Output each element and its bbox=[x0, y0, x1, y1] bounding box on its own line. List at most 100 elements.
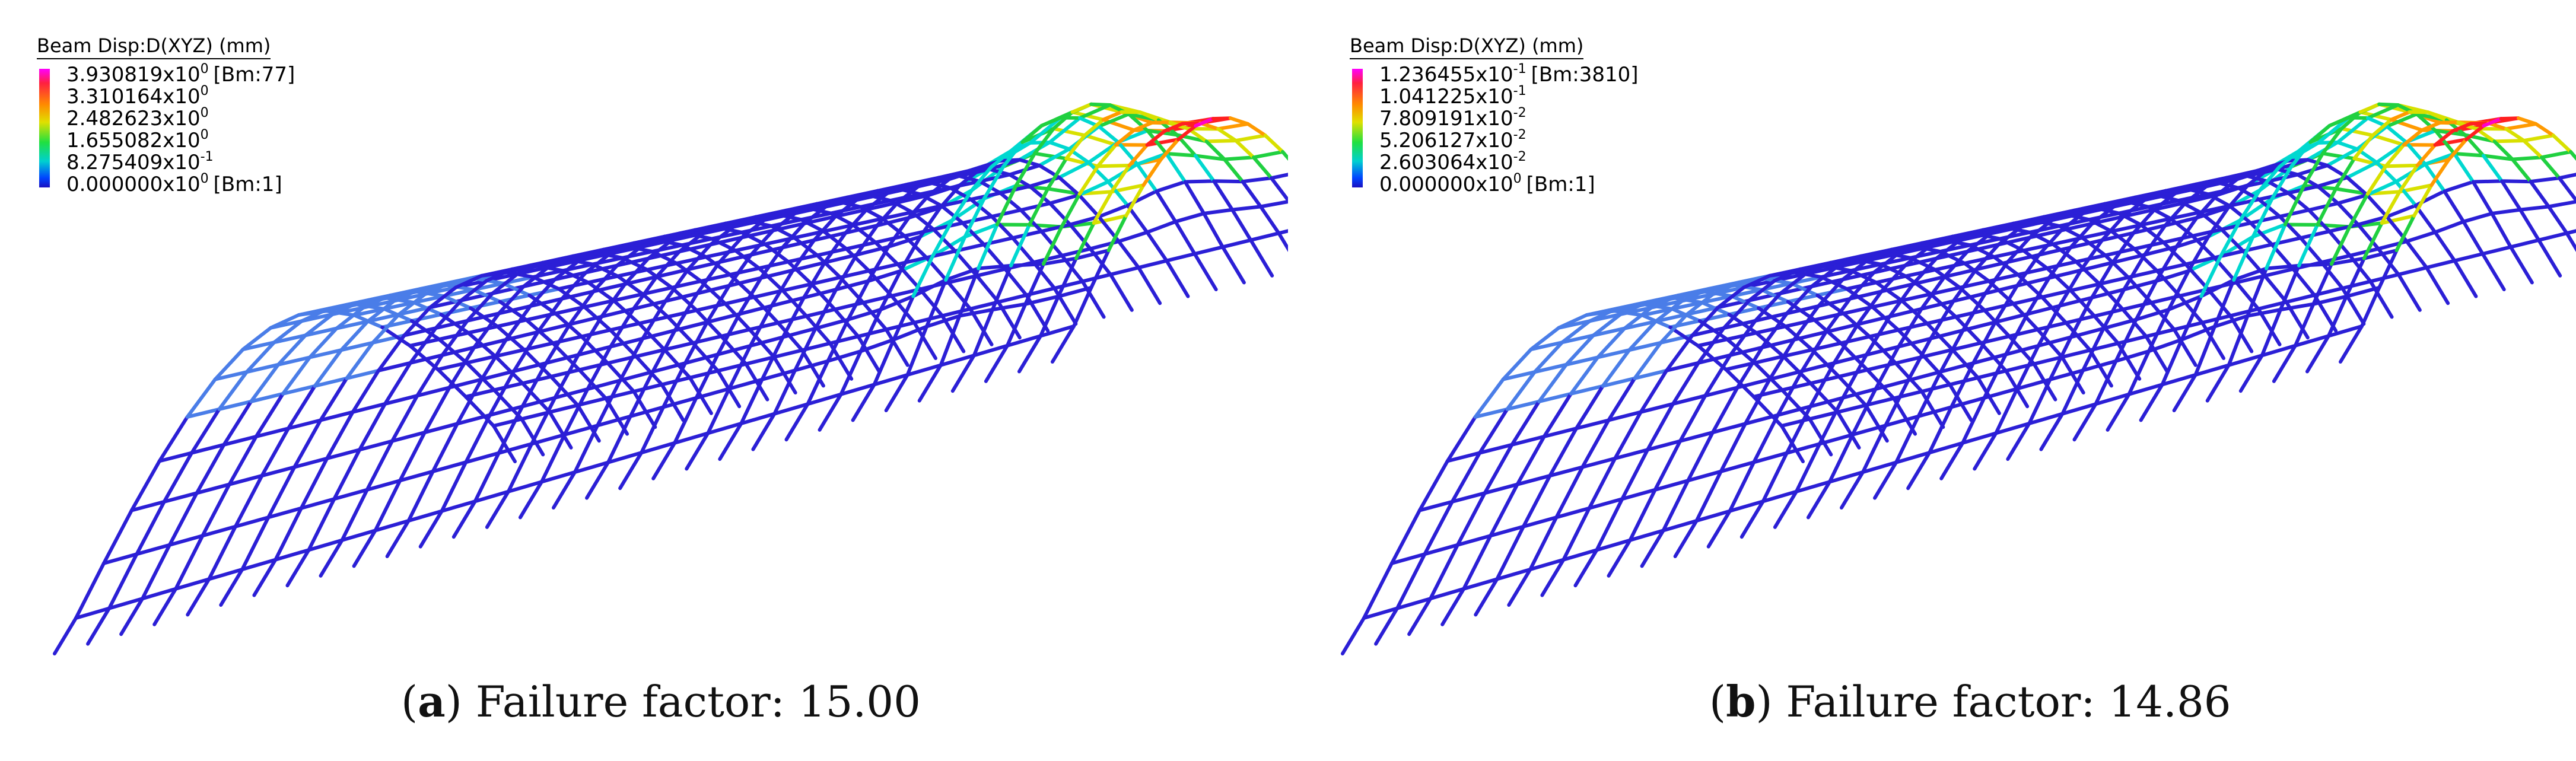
beam-member bbox=[201, 524, 237, 538]
beam-member bbox=[1922, 354, 1952, 387]
beam-member bbox=[2177, 294, 2204, 324]
beam-member bbox=[1074, 249, 1111, 260]
beam-member bbox=[1478, 407, 1509, 455]
beam-member bbox=[2064, 321, 2092, 352]
beam-member bbox=[1733, 283, 1764, 292]
beam-member bbox=[1983, 260, 2009, 295]
beam-member bbox=[1865, 361, 1898, 372]
beam-member bbox=[2193, 363, 2231, 377]
beam-member bbox=[972, 308, 994, 358]
beam-member bbox=[1865, 368, 1896, 400]
beam-member bbox=[2161, 234, 2195, 244]
beam-member bbox=[1888, 307, 1923, 319]
beam-member bbox=[2047, 246, 2073, 280]
beam-member bbox=[1958, 285, 1987, 313]
beam-member bbox=[1212, 179, 1245, 184]
beam-member bbox=[916, 176, 941, 189]
beam-member bbox=[2251, 196, 2274, 239]
beam-member bbox=[1982, 352, 2008, 400]
beam-member bbox=[1528, 558, 1566, 571]
beam-member bbox=[2059, 211, 2085, 233]
beam-member bbox=[1993, 284, 2019, 324]
beam-member bbox=[2263, 273, 2288, 304]
beam-member bbox=[2316, 187, 2338, 227]
beam-member bbox=[663, 268, 690, 303]
beam-member bbox=[2032, 355, 2064, 366]
beam-member bbox=[854, 224, 879, 257]
beam-member bbox=[1455, 534, 1493, 547]
beam-member bbox=[2116, 335, 2148, 345]
beam-member bbox=[2508, 238, 2541, 249]
beam-member bbox=[1564, 355, 1600, 367]
beam-member bbox=[2420, 120, 2442, 132]
beam-member bbox=[1800, 330, 1828, 373]
beam-member bbox=[1591, 312, 1623, 337]
legend-body: 3.930819x100 [Bm:77] 3.310164x100 2.48262… bbox=[37, 62, 295, 218]
beam-member bbox=[269, 313, 301, 330]
beam-member bbox=[762, 208, 788, 222]
beam-member bbox=[1489, 482, 1519, 538]
beam-member bbox=[1588, 307, 1619, 323]
beam-member bbox=[2366, 103, 2400, 120]
legend-entry: 5.206127x10-2 bbox=[1379, 128, 1526, 152]
beam-member bbox=[1145, 138, 1180, 147]
beam-member bbox=[2447, 138, 2468, 161]
beam-member bbox=[422, 422, 459, 435]
beam-member bbox=[373, 519, 411, 533]
beam-member bbox=[776, 321, 804, 352]
beam-member bbox=[2249, 221, 2274, 247]
beam-member bbox=[1933, 261, 1967, 272]
beam-member bbox=[2226, 183, 2250, 210]
beam-member bbox=[884, 327, 909, 367]
beam-member bbox=[2036, 304, 2062, 348]
beam-member bbox=[875, 216, 911, 228]
beam-member bbox=[1778, 272, 1808, 295]
beam-member bbox=[1792, 304, 1820, 342]
beam-member bbox=[492, 381, 524, 392]
beam-member bbox=[546, 254, 575, 269]
legend-title: Beam Disp:D(XYZ) (mm) bbox=[37, 34, 271, 59]
beam-member bbox=[822, 230, 848, 251]
beam-member bbox=[609, 336, 645, 349]
beam-member bbox=[1752, 451, 1789, 464]
beam-member bbox=[539, 432, 567, 484]
legend-entry: 3.930819x100 [Bm:77] bbox=[66, 62, 295, 87]
beam-member bbox=[1109, 163, 1131, 194]
beam-member bbox=[596, 378, 622, 428]
beam-member bbox=[1020, 123, 1044, 144]
beam-member bbox=[431, 460, 468, 473]
beam-member bbox=[1760, 288, 1790, 304]
beam-member bbox=[2415, 143, 2437, 167]
beam-member bbox=[573, 424, 600, 474]
beam-member bbox=[1528, 515, 1559, 571]
beam-member bbox=[1711, 280, 1741, 296]
beam-member bbox=[384, 296, 416, 305]
beam-member bbox=[308, 326, 339, 359]
beam-member bbox=[1767, 369, 1804, 381]
beam-member bbox=[325, 410, 355, 460]
beam-member bbox=[2500, 179, 2533, 184]
beam-member bbox=[660, 383, 685, 422]
beam-member bbox=[632, 390, 657, 429]
beam-member bbox=[365, 313, 401, 323]
beam-member bbox=[1554, 506, 1591, 520]
beam-member bbox=[2277, 149, 2301, 169]
beam-member bbox=[2198, 210, 2224, 231]
beam-member bbox=[464, 451, 501, 464]
beam-member bbox=[889, 294, 916, 324]
beam-member bbox=[1888, 282, 1915, 319]
beam-member bbox=[1963, 261, 1991, 284]
beam-member bbox=[577, 368, 608, 400]
beam-member bbox=[861, 301, 888, 332]
beam-member bbox=[107, 552, 139, 610]
beam-member bbox=[846, 279, 870, 321]
beam-member bbox=[383, 361, 412, 406]
beam-member bbox=[640, 441, 677, 455]
beam-member bbox=[2345, 176, 2369, 197]
beam-member bbox=[844, 208, 869, 235]
beam-member bbox=[1362, 561, 1394, 620]
beam-member bbox=[1096, 143, 1118, 168]
beam-member bbox=[548, 403, 580, 414]
beam-member bbox=[1145, 219, 1178, 234]
beam-member bbox=[2072, 402, 2098, 442]
